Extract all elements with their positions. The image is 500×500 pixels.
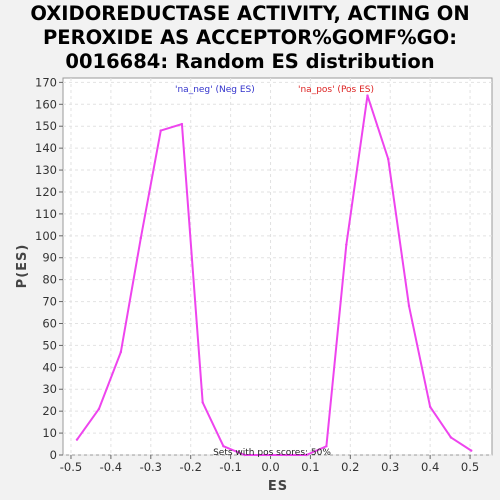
series-line <box>76 94 472 456</box>
y-tick-label: 10 <box>42 426 57 440</box>
y-tick-label: 50 <box>42 338 57 352</box>
data-point <box>449 436 453 439</box>
data-point <box>366 94 369 97</box>
plot-area <box>62 77 493 456</box>
legend-pos-label: 'na_pos' (Pos ES) <box>298 85 374 95</box>
x-tick-label: 0.0 <box>261 460 279 474</box>
data-point <box>345 243 348 246</box>
data-point <box>387 157 390 161</box>
x-tick-label: 0.3 <box>381 460 399 474</box>
y-tick-label: 30 <box>42 382 57 396</box>
legend-neg-label: 'na_neg' (Neg ES) <box>175 85 255 95</box>
x-tick-label: 0.4 <box>421 460 439 474</box>
data-point <box>243 453 246 457</box>
y-tick-label: 140 <box>35 141 57 155</box>
data-point <box>265 453 268 457</box>
y-tick-label: 40 <box>42 360 57 374</box>
data-point <box>97 407 101 411</box>
x-tick-label: -0.2 <box>179 460 201 474</box>
y-tick-label: 160 <box>35 97 57 111</box>
data-point <box>119 350 123 354</box>
data-point <box>180 122 184 126</box>
x-tick-label: 0.2 <box>341 460 359 474</box>
data-point <box>222 445 225 448</box>
chart-title-line-2: PEROXIDE AS ACCEPTOR%GOMF%GO: <box>42 26 457 49</box>
data-point <box>428 405 432 408</box>
y-tick-label: 90 <box>42 251 57 265</box>
x-tick-label: 0.5 <box>461 460 479 474</box>
y-tick-label: 130 <box>35 163 57 177</box>
data-point <box>407 304 411 308</box>
data-point <box>139 236 143 240</box>
series-layer <box>76 94 472 456</box>
data-point <box>201 401 204 404</box>
point-layer <box>75 94 473 457</box>
y-tick-label: 150 <box>35 119 57 133</box>
y-tick-label: 60 <box>42 316 57 330</box>
data-point <box>285 453 288 457</box>
axis-ticks: 0 10 20 30 40 50 60 70 80 90 100 110 120 130 140 150 160… <box>35 75 479 474</box>
chart-title: OXIDOREDUCTASE ACTIVITY, ACTING ON PEROX… <box>0 2 500 74</box>
y-axis-label: P(ES) <box>15 244 30 289</box>
data-point <box>325 445 328 448</box>
y-tick-label: 100 <box>35 229 57 243</box>
annotation-text: Sets with pos scores: 50% <box>213 448 331 458</box>
y-tick-label: 170 <box>35 75 57 89</box>
y-tick-label: 20 <box>42 404 57 418</box>
data-point <box>305 453 308 457</box>
chart-title-line-3: 0016684: Random ES distribution <box>65 50 435 73</box>
y-tick-label: 70 <box>42 295 57 309</box>
x-tick-label: 0.1 <box>301 460 319 474</box>
x-tick-label: -0.1 <box>219 460 241 474</box>
x-tick-label: -0.5 <box>60 460 82 474</box>
chart-title-line-1: OXIDOREDUCTASE ACTIVITY, ACTING ON <box>30 2 470 25</box>
x-tick-label: -0.3 <box>140 460 162 474</box>
y-tick-label: 110 <box>35 207 57 221</box>
data-point <box>159 129 162 132</box>
x-axis-label: ES <box>268 479 288 494</box>
y-tick-label: 0 <box>50 448 57 462</box>
y-tick-label: 120 <box>35 185 57 199</box>
data-point <box>75 438 79 441</box>
x-tick-label: -0.4 <box>100 460 122 474</box>
y-tick-label: 80 <box>42 273 57 287</box>
data-point <box>470 449 473 452</box>
grid-lines <box>63 78 492 456</box>
